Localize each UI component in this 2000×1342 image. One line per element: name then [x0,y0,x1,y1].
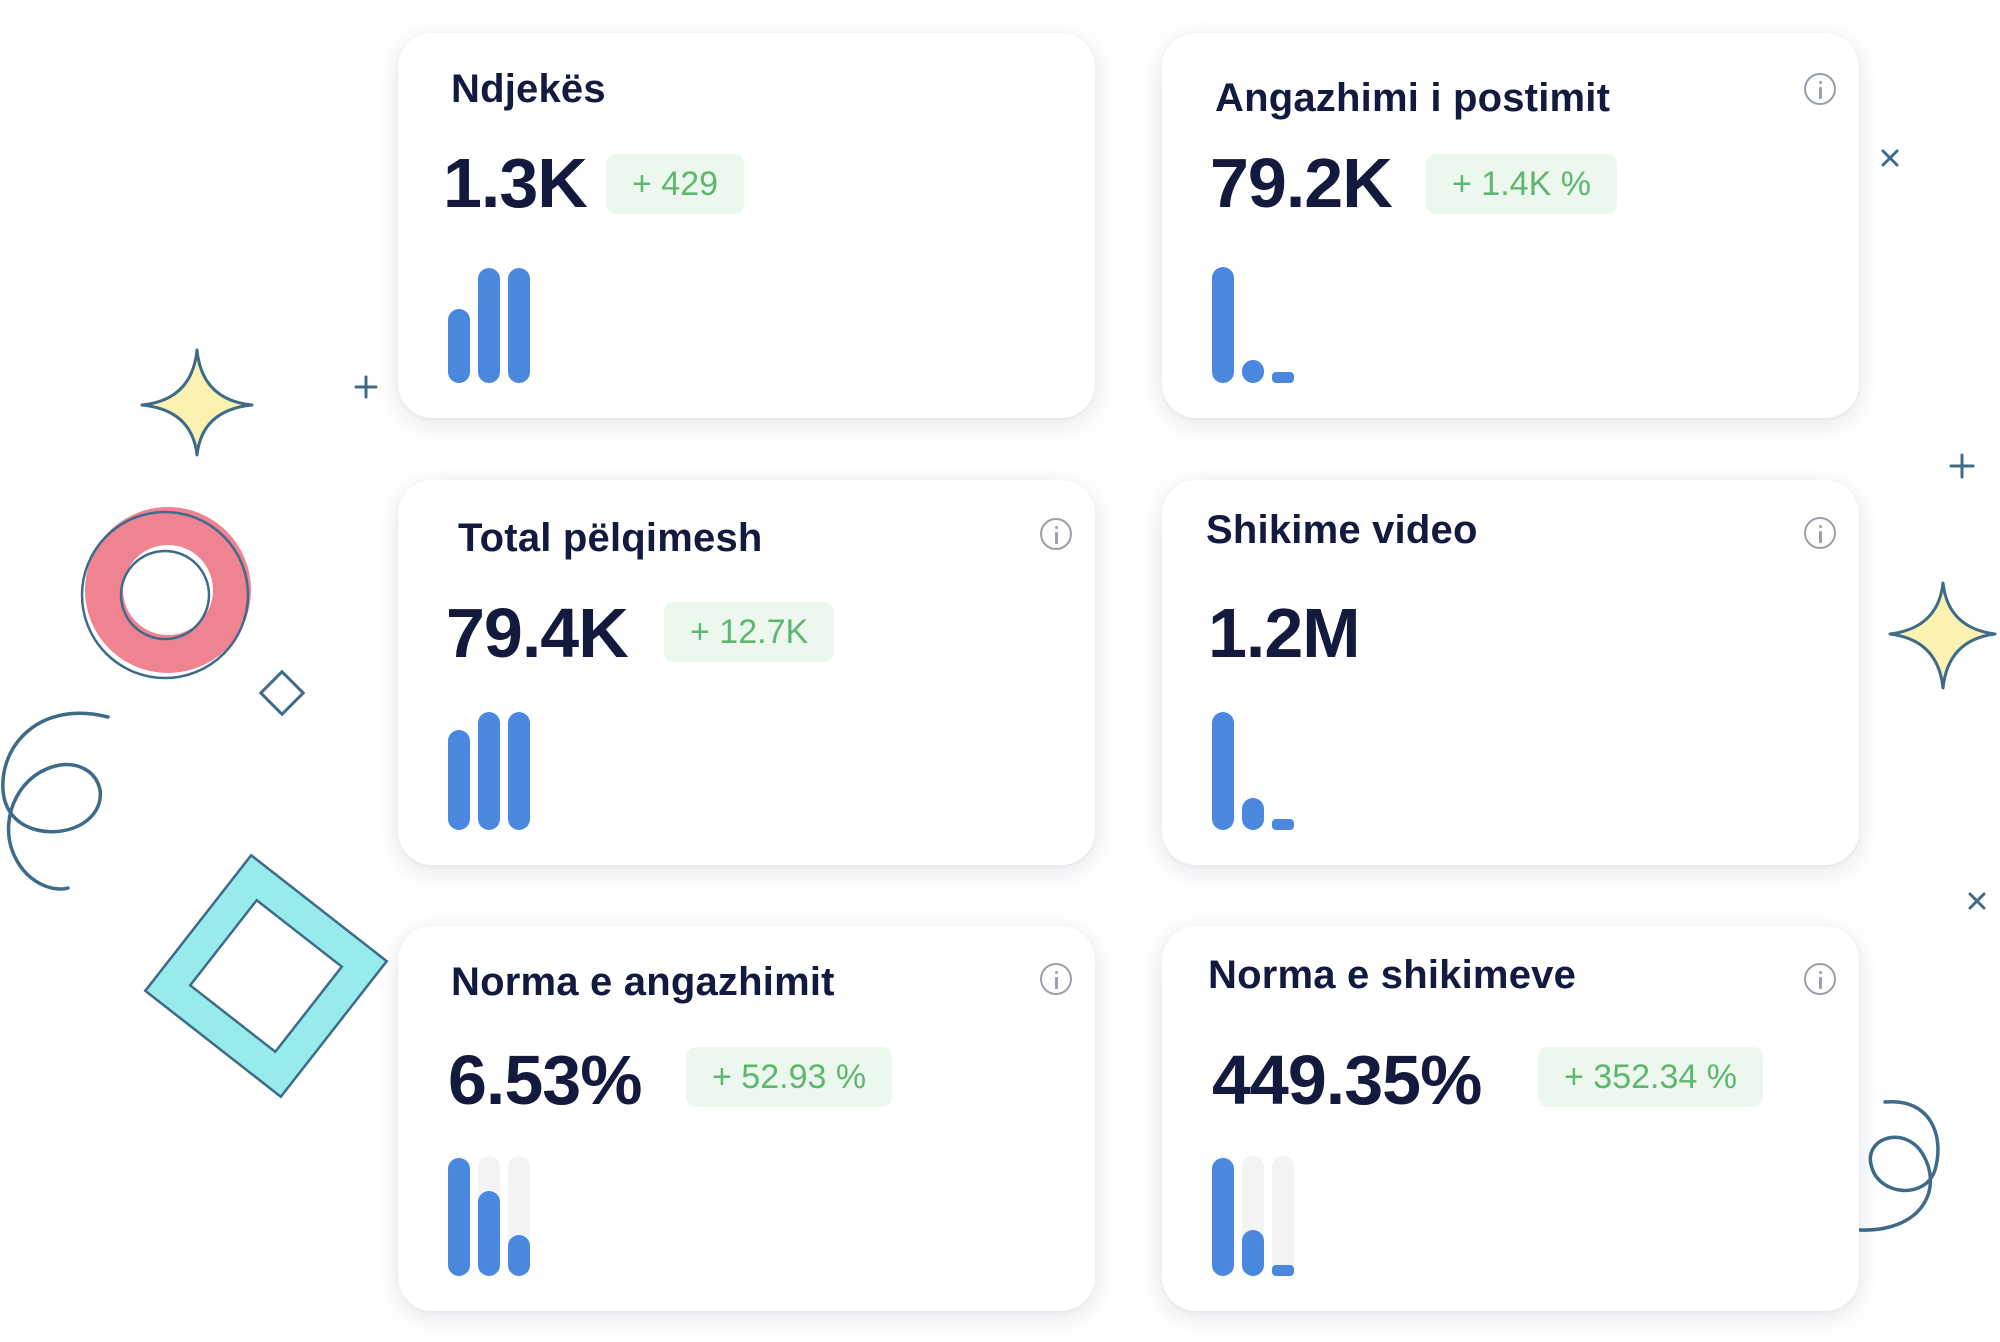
bar [1242,1230,1264,1276]
x-mark-icon [1881,149,1899,167]
info-icon[interactable] [1804,517,1836,549]
plus-sign-icon [354,375,378,399]
change-badge: + 12.7K [664,602,835,662]
change-badge: + 429 [606,154,745,214]
square-frame-icon [143,853,389,1099]
plus-sign-icon [1949,453,1975,479]
sparkle-star-icon [140,348,254,457]
bar-track [1272,1156,1294,1276]
metric-card-followers: Ndjekës 1.3K + 429 [398,33,1095,418]
bar [1272,819,1294,830]
metric-card-total-likes: Total pëlqimesh 79.4K + 12.7K [398,480,1095,865]
bar [1272,372,1294,383]
sparkle-star-icon [1888,581,1997,690]
bar [448,1158,470,1276]
card-value: 79.2K [1210,144,1393,222]
squiggle-line-icon [1858,1100,1940,1232]
metric-card-engagement-rate: Norma e angazhimit 6.53% + 52.93 % [398,926,1095,1311]
bar [508,712,530,830]
card-title: Angazhimi i postimit [1215,76,1611,120]
bar [508,1235,530,1276]
bar [1272,1265,1294,1276]
card-title: Norma e angazhimit [451,960,835,1004]
mini-bar-chart [448,1156,588,1276]
metric-card-view-rate: Norma e shikimeve 449.35% + 352.34 % [1162,926,1859,1311]
change-badge: + 1.4K % [1426,154,1617,214]
mini-bar-chart [1212,1156,1352,1276]
mini-bar-chart [1212,710,1352,830]
card-value: 79.4K [446,594,629,672]
x-mark-icon [1968,892,1986,910]
bar [448,730,470,830]
info-icon[interactable] [1040,518,1072,550]
diamond-shape-icon [258,669,306,717]
card-title: Shikime video [1206,508,1478,552]
info-icon[interactable] [1040,963,1072,995]
card-title: Norma e shikimeve [1208,953,1577,997]
mini-bar-chart [448,710,588,830]
card-value: 449.35% [1212,1041,1482,1119]
bar [1212,1158,1234,1276]
info-icon[interactable] [1804,963,1836,995]
bar [478,712,500,830]
mini-bar-chart [1212,263,1352,383]
metric-card-video-views: Shikime video 1.2M [1162,480,1859,865]
change-badge: + 52.93 % [686,1047,893,1107]
bar [1212,712,1234,830]
metric-card-post-engagement: Angazhimi i postimit 79.2K + 1.4K % [1162,33,1859,418]
bar [478,268,500,383]
bar [448,309,470,383]
ring-shape-icon [80,507,251,680]
info-icon[interactable] [1804,73,1836,105]
change-badge: + 352.34 % [1538,1047,1763,1107]
card-title: Ndjekës [451,67,606,111]
squiggle-line-icon [1,711,110,891]
card-value: 6.53% [448,1041,642,1119]
bar [1212,267,1234,383]
bar [508,268,530,383]
card-value: 1.3K [443,144,588,222]
mini-bar-chart [448,263,588,383]
bar [478,1191,500,1276]
bar [1242,798,1264,830]
card-value: 1.2M [1208,594,1361,672]
bar [1242,360,1264,383]
card-title: Total pëlqimesh [458,516,763,560]
